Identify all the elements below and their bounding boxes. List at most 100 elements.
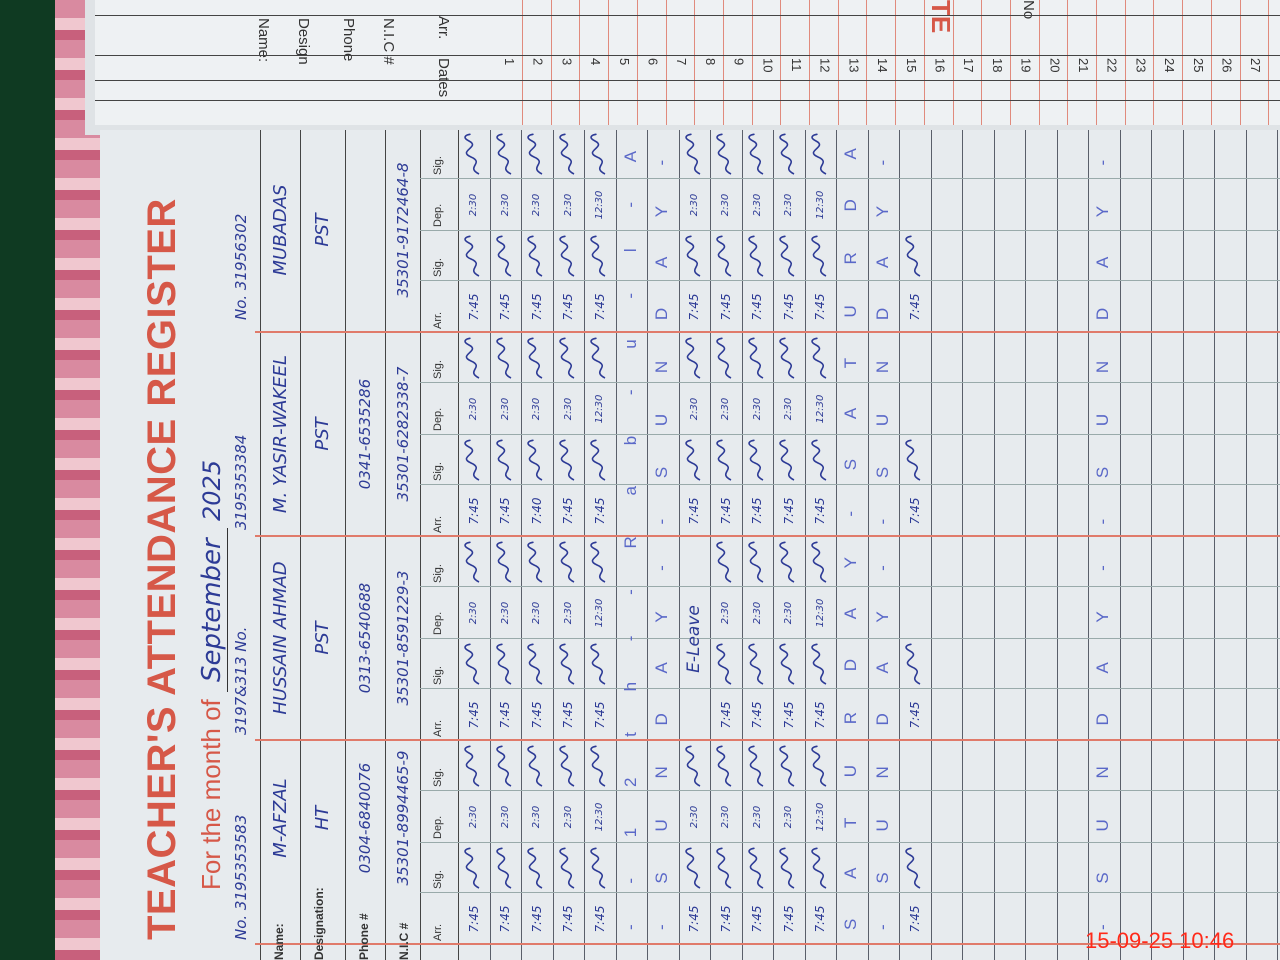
departure-time: 2:30 bbox=[720, 397, 732, 421]
signature-scribble bbox=[590, 133, 606, 175]
arrival-time: 7:45 bbox=[813, 293, 828, 321]
day-banner: - S U N D A Y - - S U N D A Y - bbox=[872, 141, 892, 930]
signature-scribble bbox=[527, 643, 543, 685]
signature-scribble bbox=[810, 643, 826, 685]
facing-date-number: 16 bbox=[932, 58, 948, 73]
facing-page-title: TE bbox=[926, 0, 956, 34]
facing-row-line bbox=[1153, 0, 1155, 125]
arrival-time: 7:45 bbox=[687, 905, 702, 933]
facing-date-number: 8 bbox=[702, 58, 718, 66]
signature-scribble bbox=[590, 643, 606, 685]
row-label: Designation: bbox=[312, 887, 326, 960]
signature-scribble bbox=[590, 847, 606, 889]
arrival-time: 7:45 bbox=[498, 905, 513, 933]
column-header: Sig. bbox=[432, 768, 444, 787]
year-value: 2025 bbox=[198, 459, 226, 522]
departure-time: 2:30 bbox=[468, 601, 480, 625]
table-row-line bbox=[1025, 130, 1026, 960]
facing-row-line bbox=[923, 0, 925, 125]
facing-row-line bbox=[809, 0, 810, 125]
arrival-time: 7:45 bbox=[592, 293, 607, 321]
facing-date-number: 7 bbox=[674, 58, 690, 66]
departure-time: 12:30 bbox=[594, 598, 606, 628]
facing-row-line bbox=[1268, 0, 1270, 125]
serial-number: 3197&313 No. bbox=[232, 626, 250, 735]
departure-time: 2:30 bbox=[499, 193, 511, 217]
signature-scribble bbox=[684, 847, 700, 889]
facing-date-number: 2 bbox=[530, 58, 546, 66]
teacher-phone bbox=[345, 135, 385, 325]
arrival-time: 7:45 bbox=[813, 701, 828, 729]
signature-scribble bbox=[495, 745, 511, 787]
table-row-line bbox=[647, 130, 648, 960]
arrival-time: 7:45 bbox=[750, 497, 765, 525]
arrival-time: 7:45 bbox=[907, 497, 922, 525]
facing-date-number: 3 bbox=[559, 58, 575, 66]
facing-date-number: 1 bbox=[502, 58, 517, 66]
facing-row-line bbox=[722, 0, 724, 125]
table-row-line bbox=[1119, 130, 1121, 960]
teacher-designation: PST bbox=[312, 213, 333, 247]
departure-time: 2:30 bbox=[531, 193, 543, 217]
facing-row-line bbox=[665, 0, 667, 125]
table-row-line bbox=[1088, 130, 1089, 960]
arrival-time: 7:45 bbox=[529, 293, 544, 321]
day-banner: - S U N D A Y - - S U N D A Y - bbox=[1093, 141, 1112, 930]
departure-time: 2:30 bbox=[751, 805, 763, 829]
arrival-time: 7:45 bbox=[529, 701, 544, 729]
day-banner: S A T U R D A Y - S A T U R D A Y bbox=[841, 130, 860, 930]
signature-scribble bbox=[810, 235, 826, 277]
register-page: TEACHER'S ATTENDANCE REGISTER For the mo… bbox=[100, 130, 1280, 960]
day-banner: - - 1 2 t h - - R a b - u - l - A w a l … bbox=[620, 130, 640, 930]
signature-scribble bbox=[558, 643, 574, 685]
signature-scribble bbox=[779, 439, 795, 481]
teacher-name: M. YASIR-WAKEEL bbox=[269, 354, 291, 514]
arrival-time: 7:45 bbox=[466, 293, 481, 321]
teacher-phone: 0304-6840076 bbox=[356, 762, 374, 874]
signature-scribble bbox=[527, 337, 543, 379]
month-value: September bbox=[197, 528, 228, 692]
arrival-time: 7:45 bbox=[718, 701, 733, 729]
signature-scribble bbox=[684, 745, 700, 787]
signature-scribble bbox=[464, 847, 480, 889]
signature-scribble bbox=[527, 235, 543, 277]
arrival-time: 7:45 bbox=[561, 905, 576, 933]
signature-scribble bbox=[590, 541, 606, 583]
facing-row-line bbox=[1067, 0, 1069, 125]
facing-row-line bbox=[550, 0, 552, 125]
facing-date-number: 5 bbox=[616, 58, 632, 66]
signature-scribble bbox=[810, 541, 826, 583]
facing-label-name: Name: bbox=[255, 18, 272, 63]
teacher-name: M-AFZAL bbox=[269, 778, 291, 858]
arrival-time: 7:45 bbox=[498, 701, 513, 729]
month-line: For the month of September 2025 bbox=[196, 459, 228, 890]
signature-scribble bbox=[716, 439, 732, 481]
facing-date-number: 27 bbox=[1248, 58, 1264, 73]
teacher-designation: PST bbox=[312, 417, 333, 451]
signature-scribble bbox=[779, 643, 795, 685]
arrival-time: 7:45 bbox=[592, 497, 607, 525]
departure-time: 2:30 bbox=[751, 601, 763, 625]
facing-date-number: 13 bbox=[846, 58, 862, 73]
facing-label-nic: N.I.C # bbox=[380, 18, 397, 65]
signature-scribble bbox=[464, 337, 480, 379]
signature-scribble bbox=[495, 541, 511, 583]
arrival-time: 7:45 bbox=[561, 701, 576, 729]
facing-dates-label: Dates bbox=[435, 58, 452, 98]
signature-scribble bbox=[747, 439, 763, 481]
departure-time: 2:30 bbox=[499, 397, 511, 421]
signature-scribble bbox=[810, 337, 826, 379]
camera-timestamp: 15-09-25 10:46 bbox=[1085, 928, 1235, 953]
signature-scribble bbox=[527, 133, 543, 175]
facing-row-line bbox=[895, 0, 897, 125]
signature-scribble bbox=[779, 541, 795, 583]
departure-time: 2:30 bbox=[562, 397, 574, 421]
facing-row-line bbox=[608, 0, 610, 125]
facing-date-number: 24 bbox=[1162, 58, 1178, 73]
departure-time: 2:30 bbox=[783, 397, 795, 421]
facing-arr-label: Arr. bbox=[435, 16, 452, 40]
leave-note: E-Leave bbox=[684, 605, 705, 673]
row-label: N.I.C # bbox=[397, 922, 411, 960]
facing-date-number: 6 bbox=[645, 58, 661, 66]
serial-number: No. 31956302 bbox=[232, 213, 250, 320]
